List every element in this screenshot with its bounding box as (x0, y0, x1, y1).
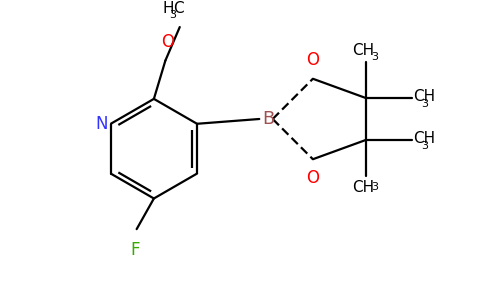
Text: CH: CH (413, 130, 436, 146)
Text: B: B (262, 110, 274, 128)
Text: N: N (95, 115, 108, 133)
Text: 3: 3 (371, 52, 378, 62)
Text: 3: 3 (421, 99, 428, 109)
Text: CH: CH (353, 180, 375, 195)
Text: F: F (130, 241, 139, 259)
Text: 3: 3 (169, 11, 176, 20)
Text: H: H (163, 1, 174, 16)
Text: CH: CH (353, 43, 375, 58)
Text: 3: 3 (371, 182, 378, 192)
Text: C: C (173, 1, 183, 16)
Text: O: O (306, 169, 319, 187)
Text: CH: CH (413, 88, 436, 104)
Text: 3: 3 (421, 141, 428, 151)
Text: O: O (161, 33, 174, 51)
Text: O: O (306, 51, 319, 69)
